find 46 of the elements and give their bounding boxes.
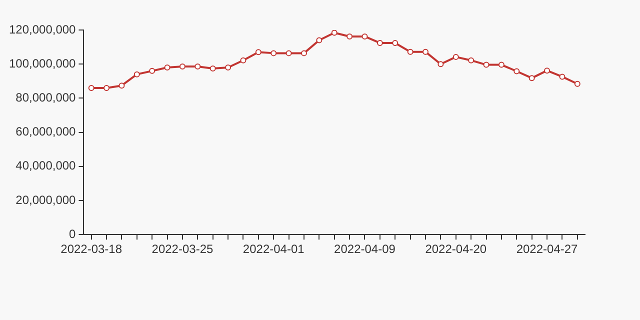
point xyxy=(514,68,520,74)
point xyxy=(118,82,125,89)
point xyxy=(392,40,398,46)
point xyxy=(483,62,490,68)
point xyxy=(179,63,186,70)
point xyxy=(528,75,535,82)
point xyxy=(134,71,140,78)
point xyxy=(422,48,429,55)
point xyxy=(452,54,459,60)
point xyxy=(346,33,353,40)
y-tick-label: 100,000,000 xyxy=(9,56,76,70)
point xyxy=(376,40,383,46)
point xyxy=(559,74,566,80)
y-tick-label: 80,000,000 xyxy=(16,90,76,105)
x-tick-label: 2022-03-18 xyxy=(60,242,122,256)
point xyxy=(407,48,414,55)
x-tick-label: 2022-04-01 xyxy=(242,242,305,256)
y-tick-label: 0 xyxy=(69,226,76,241)
point xyxy=(194,63,201,70)
x-tick-label: 2022-04-27 xyxy=(516,242,578,256)
point xyxy=(240,57,246,64)
point xyxy=(225,64,232,71)
point xyxy=(468,57,474,64)
x-tick-label: 2022-04-09 xyxy=(334,242,396,256)
point xyxy=(255,49,262,56)
y-tick-label: 60,000,000 xyxy=(16,124,76,139)
point xyxy=(331,30,338,36)
point xyxy=(88,84,94,91)
point xyxy=(300,50,307,56)
point xyxy=(104,84,110,91)
y-tick-label: 120,000,000 xyxy=(9,22,76,36)
point xyxy=(438,61,444,68)
point xyxy=(270,50,277,56)
point xyxy=(210,66,216,72)
point xyxy=(544,68,550,74)
y-tick-label: 20,000,000 xyxy=(16,192,76,207)
point xyxy=(362,33,368,40)
point xyxy=(316,37,322,44)
point xyxy=(149,68,156,74)
x-tick-label: 2022-04-20 xyxy=(425,242,487,256)
point xyxy=(574,80,580,87)
x-tick-label: 2022-03-25 xyxy=(152,242,214,256)
y-tick-label: 40,000,000 xyxy=(16,158,76,173)
point xyxy=(498,62,504,68)
point xyxy=(164,64,170,71)
point xyxy=(286,50,292,56)
